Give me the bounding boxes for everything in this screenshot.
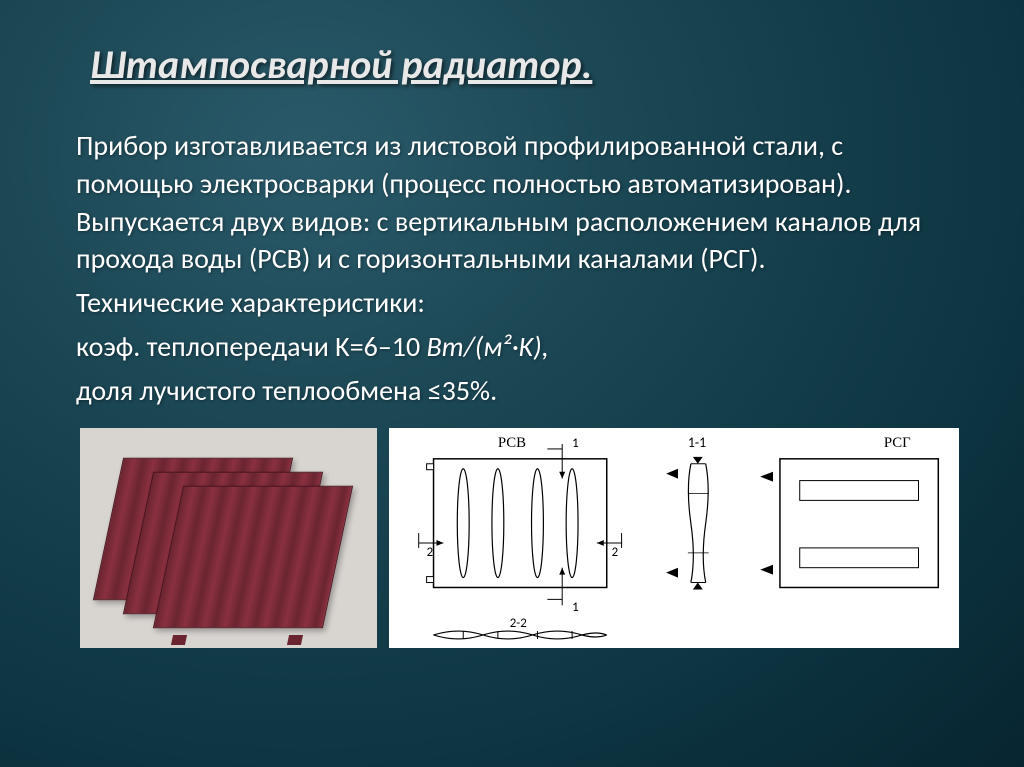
- label-11: 1-1: [688, 434, 706, 451]
- label-sec1-bot: 1: [572, 600, 579, 615]
- coef-unit: Вт/(м²·K),: [427, 329, 549, 364]
- radiator-diagram: РСВ 1 2 2: [389, 428, 959, 648]
- label-rcv: РСВ: [498, 435, 526, 451]
- slide-title: Штампосварной радиатор.: [90, 40, 959, 89]
- paragraph-4: доля лучистого теплообмена ≤35%.: [76, 372, 959, 410]
- radiator-photo: [80, 428, 377, 648]
- paragraph-3: коэф. теплопередачи K=6–10 Вт/(м²·K),: [76, 328, 959, 366]
- paragraph-2: Технические характеристики:: [76, 284, 959, 322]
- paragraph-1: Прибор изготавливается из листовой профи…: [76, 127, 959, 278]
- label-rcg: РСГ: [884, 435, 911, 451]
- coef-text: коэф. теплопередачи K=6–10: [76, 329, 427, 364]
- label-sec1-top: 1: [572, 436, 579, 451]
- figures-row: РСВ 1 2 2: [80, 428, 959, 648]
- label-sec2-left: 2: [427, 544, 434, 559]
- label-22: 2-2: [510, 616, 527, 631]
- label-sec2-right: 2: [612, 544, 619, 559]
